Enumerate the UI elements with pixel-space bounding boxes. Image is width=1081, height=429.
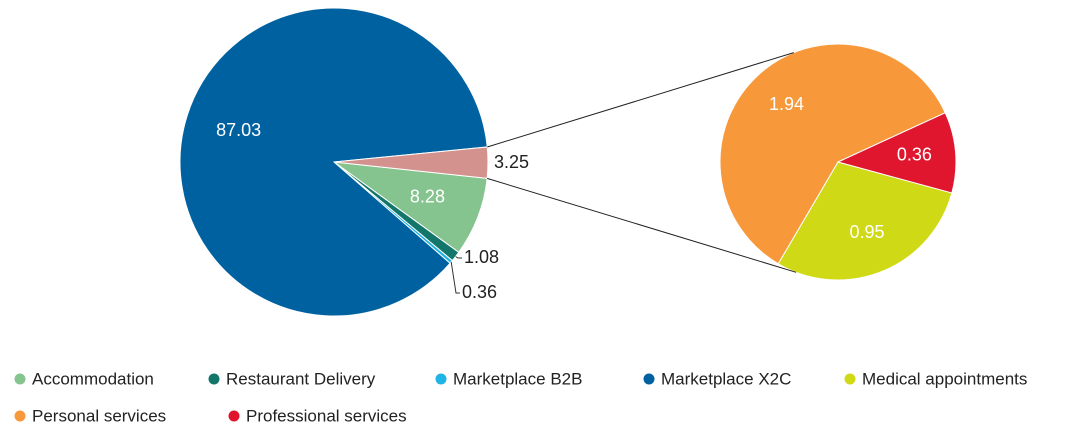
leader-line <box>450 261 460 294</box>
pie-slice <box>836 112 957 194</box>
legend-label: Marketplace X2C <box>661 369 791 388</box>
data-label: 8.28 <box>410 187 445 207</box>
legend-label: Medical appointments <box>862 369 1027 388</box>
legend-swatch <box>208 373 220 385</box>
data-label: 3.25 <box>494 152 529 172</box>
legend-label: Professional services <box>246 406 407 425</box>
legend-swatch <box>844 373 856 385</box>
legend-swatch <box>435 373 447 385</box>
legend-label: Personal services <box>32 406 166 425</box>
legend-swatch <box>228 410 240 422</box>
pie-slice <box>777 161 953 281</box>
pie-slice <box>719 43 946 265</box>
data-label: 0.36 <box>897 144 932 164</box>
legend-label: Accommodation <box>32 369 154 388</box>
legend-swatch <box>14 410 26 422</box>
data-label: 1.08 <box>464 247 499 267</box>
connector-line <box>487 52 794 148</box>
pie-slice <box>333 146 489 179</box>
leader-line <box>455 256 462 259</box>
data-label: 1.94 <box>769 94 804 114</box>
legend-swatch <box>643 373 655 385</box>
data-label: 87.03 <box>216 120 261 140</box>
legend-label: Restaurant Delivery <box>226 369 376 388</box>
legend-label: Marketplace B2B <box>453 369 582 388</box>
pie-slice <box>179 7 488 317</box>
connector-line <box>486 177 797 273</box>
legend-swatch <box>14 373 26 385</box>
data-label: 0.36 <box>462 282 497 302</box>
data-label: 0.95 <box>849 222 884 242</box>
